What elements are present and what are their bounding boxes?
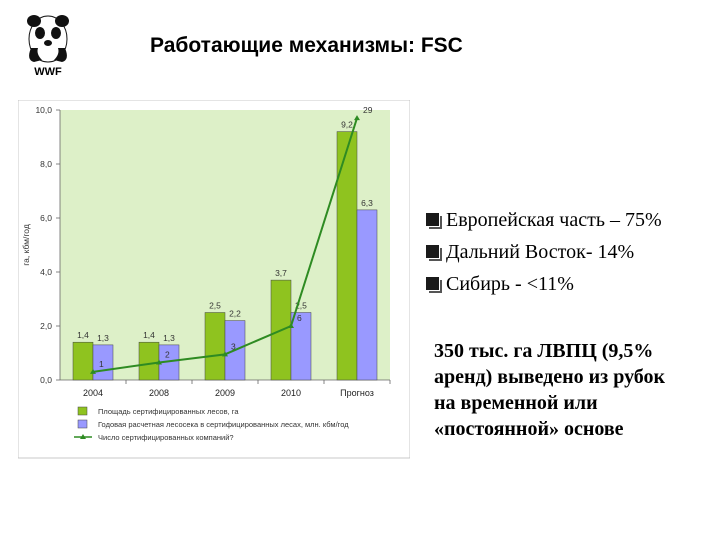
- note-line: на временной или: [434, 392, 598, 414]
- note-line: 350 тыс. га ЛВПЦ (9,5%: [434, 340, 654, 362]
- bar-data-label: 3,7: [275, 268, 287, 278]
- legend-swatch: [77, 419, 88, 429]
- y-tick-label: 10,0: [35, 105, 52, 115]
- bar-data-label: 2,5: [295, 301, 307, 311]
- line-data-label: 2: [165, 349, 170, 359]
- line-point: [222, 351, 228, 357]
- bar: [356, 209, 378, 381]
- line-point: [354, 115, 360, 121]
- line-point: [156, 359, 162, 365]
- bar-data-label: 1,4: [77, 330, 89, 340]
- legend-label: Годовая расчетная лесосека в сертифициро…: [98, 420, 349, 429]
- bar-data-label: 9,2: [341, 120, 353, 130]
- wwf-logo: WWF: [27, 15, 69, 78]
- bar-data-label: 1,3: [97, 333, 109, 343]
- line-data-label: 1: [99, 359, 104, 369]
- wwf-logo-text: WWF: [34, 66, 62, 78]
- checkbox-bullet-icon: [426, 277, 442, 293]
- bar: [290, 312, 312, 381]
- line-point: [90, 368, 96, 374]
- note-line: «постоянной» основе: [434, 418, 624, 440]
- y-tick-label: 8,0: [40, 159, 52, 169]
- checkbox-bullet-icon: [426, 245, 442, 261]
- line-data-label: 6: [297, 313, 302, 323]
- y-tick-label: 2,0: [40, 321, 52, 331]
- line-data-label: 29: [363, 105, 373, 115]
- x-tick-label: 2009: [215, 388, 235, 398]
- x-tick-label: 2004: [83, 388, 103, 398]
- legend-swatch: [77, 406, 88, 416]
- bar-data-label: 6,3: [361, 198, 373, 208]
- x-tick-label: Прогноз: [340, 388, 374, 398]
- bullet-list: Европейская часть – 75% Дальний Восток- …: [426, 204, 662, 300]
- legend-marker: [80, 434, 86, 439]
- bullet-text: Европейская часть – 75%: [446, 209, 662, 231]
- panda-icon: [27, 15, 69, 63]
- bar: [138, 341, 160, 381]
- line-data-label: 3: [231, 341, 236, 351]
- bar: [72, 341, 94, 381]
- bullet-item: Европейская часть – 75%: [426, 204, 662, 236]
- page-title: Работающие механизмы: FSC: [150, 34, 463, 57]
- bar-data-label: 2,5: [209, 301, 221, 311]
- x-tick-label: 2008: [149, 388, 169, 398]
- bar-data-label: 1,4: [143, 330, 155, 340]
- checkbox-bullet-icon: [426, 213, 442, 229]
- bullet-item: Дальний Восток- 14%: [426, 236, 662, 268]
- line-point: [288, 323, 294, 328]
- chart: 0,0 2,0 4,0 6,0 8,0 10,0 га, кбм/год 1,4 1,3 2004…: [18, 100, 410, 459]
- bar-data-label: 1,3: [163, 333, 175, 343]
- note-line: аренд) выведено из рубок: [434, 366, 666, 388]
- note-text: 350 тыс. га ЛВПЦ (9,5% аренд) выведено и…: [434, 338, 720, 442]
- bullet-text: Дальний Восток- 14%: [446, 241, 635, 263]
- y-tick-label: 0,0: [40, 375, 52, 385]
- bullet-item: Сибирь - <11%: [426, 268, 662, 300]
- y-tick-label: 6,0: [40, 213, 52, 223]
- x-tick-label: 2010: [281, 388, 301, 398]
- bar: [204, 312, 226, 381]
- bar-data-label: 2,2: [229, 309, 241, 319]
- bullet-text: Сибирь - <11%: [446, 273, 574, 295]
- y-tick-label: 4,0: [40, 267, 52, 277]
- y-axis-label: га, кбм/год: [21, 224, 31, 266]
- legend-label: Число сертифицированных компаний?: [98, 433, 234, 442]
- legend-label: Площадь сертифицированных лесов, га: [98, 407, 239, 416]
